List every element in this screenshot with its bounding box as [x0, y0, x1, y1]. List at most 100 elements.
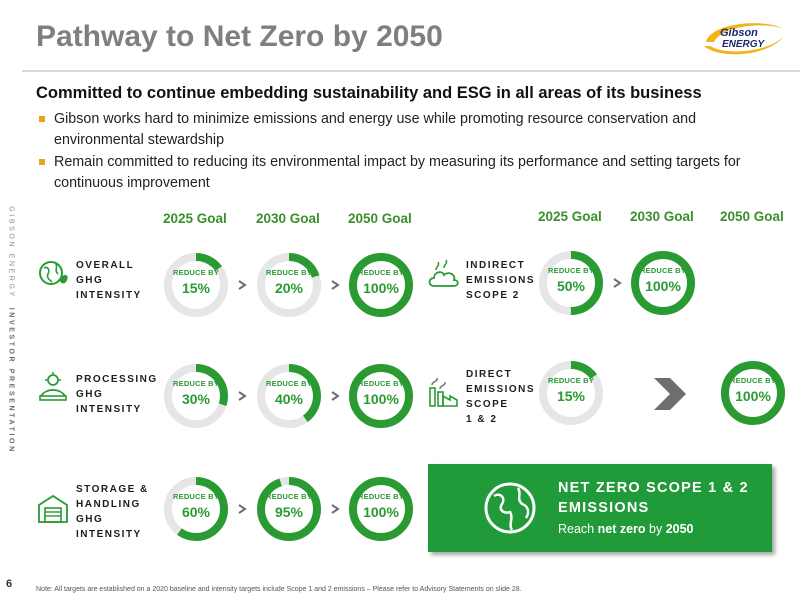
- goal-value: 95%: [274, 504, 304, 520]
- goal-ring-svg: [164, 364, 228, 428]
- goal-ring-progress: [257, 477, 321, 541]
- row-label-overall-ghg: OVERALL GHG INTENSITY: [76, 260, 142, 301]
- goal-ring-svg: [721, 361, 785, 425]
- goal-label: REDUCE BY: [548, 376, 594, 385]
- chevron-right-icon: [331, 391, 340, 401]
- footnote: Note: All targets are established on a 2…: [36, 586, 522, 593]
- sidebar: GIBSON ENERGY INVESTOR PRESENTATION 6: [0, 0, 22, 600]
- goal-value: 100%: [735, 388, 771, 404]
- net-zero-callout: NET ZERO SCOPE 1 & 2 EMISSIONS Reach net…: [428, 464, 772, 552]
- title-divider: [22, 70, 800, 72]
- goal-label: REDUCE BY: [548, 266, 594, 275]
- left-col-head-2050: 2050 Goal: [348, 211, 412, 226]
- goal-value: 100%: [363, 280, 399, 296]
- globe-leaf-icon: [36, 256, 70, 290]
- goal-value: 50%: [556, 278, 586, 294]
- goal-ring-svg: [349, 364, 413, 428]
- goal-value: 100%: [645, 278, 681, 294]
- goal-ring: REDUCE BY 60%: [163, 476, 229, 542]
- left-col-head-2025: 2025 Goal: [163, 211, 227, 226]
- goal-ring-progress: [349, 253, 413, 317]
- net-zero-subtitle: Reach net zero by 2050: [558, 522, 694, 536]
- left-col-head-2030: 2030 Goal: [256, 211, 320, 226]
- goal-ring-progress: [539, 361, 603, 425]
- right-col-head-2050: 2050 Goal: [720, 209, 784, 224]
- goal-ring-progress: [349, 477, 413, 541]
- goal-ring: REDUCE BY 100%: [720, 360, 786, 426]
- goal-label: REDUCE BY: [266, 492, 312, 501]
- goal-ring-svg: [631, 251, 695, 315]
- globe-icon: [484, 482, 536, 534]
- sidebar-company: GIBSON ENERGY: [7, 206, 15, 299]
- goal-ring: REDUCE BY 95%: [256, 476, 322, 542]
- goal-value: 40%: [274, 391, 304, 407]
- chevron-right-icon: [238, 280, 247, 290]
- goal-ring-svg: [539, 361, 603, 425]
- row-label-storage-handling: STORAGE & HANDLING GHG INTENSITY: [76, 484, 149, 540]
- net-zero-title: NET ZERO SCOPE 1 & 2 EMISSIONS: [558, 480, 749, 516]
- goal-value: 100%: [363, 504, 399, 520]
- goal-ring-svg: [257, 477, 321, 541]
- goal-label: REDUCE BY: [358, 268, 404, 277]
- goal-ring: REDUCE BY 20%: [256, 252, 322, 318]
- goal-value: 60%: [181, 504, 211, 520]
- goal-ring-svg: [257, 364, 321, 428]
- goal-label: REDUCE BY: [173, 268, 219, 277]
- chevron-right-icon: [238, 391, 247, 401]
- goal-ring: REDUCE BY 100%: [630, 250, 696, 316]
- goal-ring-svg: [539, 251, 603, 315]
- right-col-head-2025: 2025 Goal: [538, 209, 602, 224]
- goal-ring: REDUCE BY 15%: [163, 252, 229, 318]
- goal-ring-progress: [257, 364, 321, 428]
- goal-ring: REDUCE BY 100%: [348, 252, 414, 318]
- svg-text:ENERGY: ENERGY: [722, 39, 766, 50]
- goal-ring-progress: [164, 364, 228, 428]
- chevron-right-icon: [331, 280, 340, 290]
- goal-ring: REDUCE BY 15%: [538, 360, 604, 426]
- gibson-energy-logo: Gibson ENERGY: [700, 16, 788, 62]
- goal-ring: REDUCE BY 100%: [348, 363, 414, 429]
- goal-ring-progress: [349, 364, 413, 428]
- goal-ring-progress: [164, 477, 228, 541]
- goal-value: 15%: [181, 280, 211, 296]
- row-label-indirect-emissions: INDIRECT EMISSIONS SCOPE 2: [466, 260, 536, 301]
- goal-ring: REDUCE BY 100%: [348, 476, 414, 542]
- goal-ring-svg: [349, 253, 413, 317]
- gibson-swoosh-logo-icon: Gibson ENERGY: [704, 23, 784, 55]
- goal-ring-progress: [631, 251, 695, 315]
- page-number: 6: [6, 578, 13, 590]
- section-heading: Committed to continue embedding sustaina…: [36, 84, 702, 102]
- bullet-square-icon: [39, 116, 45, 122]
- row-label-processing-ghg: PROCESSING GHG INTENSITY: [76, 374, 158, 415]
- cloud-emissions-icon: [426, 258, 460, 292]
- goal-label: REDUCE BY: [173, 379, 219, 388]
- goal-label: REDUCE BY: [730, 376, 776, 385]
- big-chevron-right-icon: [654, 378, 686, 410]
- goal-ring-progress: [164, 253, 228, 317]
- goal-label: REDUCE BY: [358, 379, 404, 388]
- chevron-right-icon: [613, 278, 622, 288]
- goal-ring: REDUCE BY 30%: [163, 363, 229, 429]
- chevron-right-icon: [331, 504, 340, 514]
- goal-ring-svg: [349, 477, 413, 541]
- goal-ring-progress: [539, 251, 603, 315]
- goal-label: REDUCE BY: [358, 492, 404, 501]
- sidebar-deck: INVESTOR PRESENTATION: [7, 307, 15, 454]
- bullet-square-icon: [39, 159, 45, 165]
- goal-value: 15%: [556, 388, 586, 404]
- goal-ring-progress: [257, 253, 321, 317]
- right-col-head-2030: 2030 Goal: [630, 209, 694, 224]
- goal-ring-svg: [164, 253, 228, 317]
- goal-ring-svg: [164, 477, 228, 541]
- storage-warehouse-icon: [36, 491, 70, 525]
- factory-emissions-icon: [426, 376, 460, 410]
- bullet-item: Remain committed to reducing its environ…: [38, 152, 788, 194]
- goal-ring: REDUCE BY 40%: [256, 363, 322, 429]
- bullet-item: Gibson works hard to minimize emissions …: [38, 109, 788, 151]
- page-title: Pathway to Net Zero by 2050: [36, 20, 443, 53]
- goal-value: 100%: [363, 391, 399, 407]
- goal-label: REDUCE BY: [266, 379, 312, 388]
- goal-label: REDUCE BY: [173, 492, 219, 501]
- goal-ring-progress: [721, 361, 785, 425]
- processing-icon: [36, 370, 70, 404]
